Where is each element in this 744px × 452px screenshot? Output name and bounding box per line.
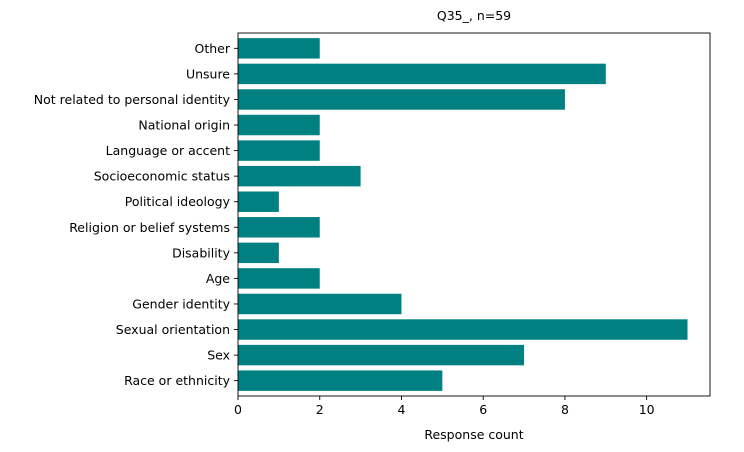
- y-tick-label: Political ideology: [125, 194, 231, 209]
- y-tick-label: Sexual orientation: [116, 322, 230, 337]
- plot-area-frame: [237, 32, 711, 397]
- y-tick-label: Unsure: [186, 66, 230, 81]
- chart-title: Q35_, n=59: [437, 8, 511, 23]
- x-axis-label: Response count: [424, 427, 523, 442]
- bar-unsure: [238, 63, 606, 85]
- x-tick-label: 0: [234, 402, 242, 417]
- y-tick-label: Socioeconomic status: [94, 169, 230, 184]
- y-axis-ticks: Race or ethnicity Sex Sexual orientation Ge…: [34, 41, 238, 388]
- x-tick-label: 6: [479, 402, 487, 417]
- bar-language-or-accent: [238, 140, 320, 161]
- bar-age: [238, 268, 320, 289]
- y-tick-label: Language or accent: [106, 143, 230, 158]
- x-tick-label: 4: [397, 402, 405, 417]
- x-tick-label: 10: [639, 402, 655, 417]
- bar-socioeconomic-status: [238, 165, 361, 187]
- bar-sex: [238, 344, 525, 366]
- bar-disability: [238, 242, 279, 264]
- bar-national-origin: [238, 114, 320, 136]
- y-tick-label: Race or ethnicity: [124, 373, 231, 388]
- bar-political-ideology: [238, 191, 279, 212]
- bar-not-related-to-personal-identity: [238, 89, 565, 110]
- bar-religion-or-belief-systems: [238, 217, 320, 238]
- bar-other: [238, 38, 320, 59]
- y-tick-label: Religion or belief systems: [69, 220, 230, 235]
- y-tick-label: Age: [206, 271, 230, 286]
- bar-race-or-ethnicity: [238, 370, 443, 391]
- y-tick-label: Other: [195, 41, 231, 56]
- bars-group: [238, 38, 688, 391]
- bar-sexual-orientation: [238, 319, 688, 340]
- y-tick-label: Sex: [207, 348, 230, 363]
- x-axis-ticks: 0 2 4 6 8 10: [234, 396, 655, 417]
- bar-gender-identity: [238, 293, 402, 315]
- x-tick-label: 2: [316, 402, 324, 417]
- y-tick-label: Gender identity: [132, 296, 230, 311]
- y-tick-label: National origin: [138, 118, 230, 133]
- x-tick-label: 8: [561, 402, 569, 417]
- y-tick-label: Not related to personal identity: [34, 92, 231, 107]
- y-tick-label: Disability: [172, 245, 231, 260]
